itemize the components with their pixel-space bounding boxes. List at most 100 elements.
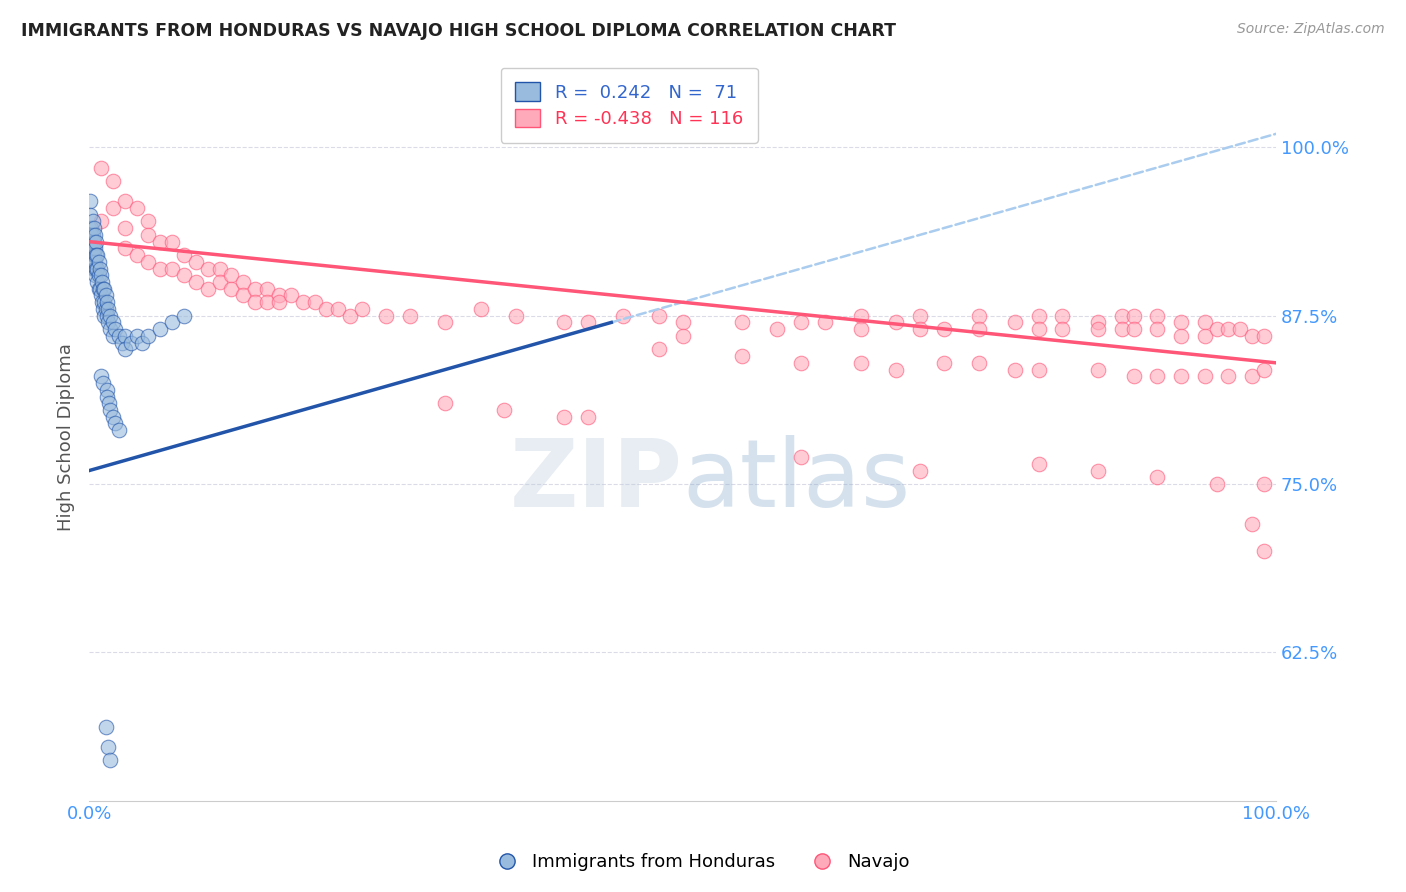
Text: Source: ZipAtlas.com: Source: ZipAtlas.com [1237, 22, 1385, 37]
Point [90, 161, 112, 175]
Text: IMMIGRANTS FROM HONDURAS VS NAVAJO HIGH SCHOOL DIPLOMA CORRELATION CHART: IMMIGRANTS FROM HONDURAS VS NAVAJO HIGH … [21, 22, 896, 40]
Point [967, 356, 990, 370]
Point [648, 309, 671, 323]
Point [1028, 457, 1050, 471]
Point [1028, 322, 1050, 336]
Point [967, 309, 990, 323]
Point [967, 322, 990, 336]
Point [1194, 329, 1216, 343]
Point [553, 315, 575, 329]
Point [1229, 322, 1251, 336]
Point [91, 295, 114, 310]
Point [107, 329, 129, 343]
Legend: R =  0.242   N =  71, R = -0.438   N = 116: R = 0.242 N = 71, R = -0.438 N = 116 [501, 68, 758, 143]
Point [849, 356, 872, 370]
Point [101, 315, 124, 329]
Point [1194, 315, 1216, 329]
Point [197, 282, 219, 296]
Text: atlas: atlas [682, 434, 911, 526]
Point [232, 275, 254, 289]
Point [138, 214, 160, 228]
Point [790, 450, 813, 464]
Point [291, 295, 314, 310]
Point [80, 241, 103, 255]
Point [1028, 362, 1050, 376]
Point [328, 301, 350, 316]
Point [100, 322, 122, 336]
Point [884, 362, 907, 376]
Point [1122, 309, 1144, 323]
Point [84, 227, 107, 242]
Point [82, 214, 104, 228]
Point [84, 235, 107, 249]
Point [84, 261, 107, 276]
Point [97, 739, 120, 754]
Point [1122, 369, 1144, 384]
Point [1170, 315, 1192, 329]
Point [1205, 322, 1227, 336]
Point [932, 322, 955, 336]
Point [184, 255, 207, 269]
Point [221, 282, 243, 296]
Point [671, 315, 693, 329]
Point [89, 282, 111, 296]
Point [849, 322, 872, 336]
Point [208, 275, 231, 289]
Point [138, 227, 160, 242]
Point [352, 301, 374, 316]
Point [96, 390, 118, 404]
Point [434, 396, 457, 410]
Point [79, 208, 101, 222]
Point [315, 301, 337, 316]
Point [576, 315, 599, 329]
Point [101, 174, 124, 188]
Point [86, 248, 108, 262]
Point [648, 343, 671, 357]
Point [884, 315, 907, 329]
Legend: Immigrants from Honduras, Navajo: Immigrants from Honduras, Navajo [489, 847, 917, 879]
Point [790, 356, 813, 370]
Point [80, 227, 103, 242]
Point [932, 356, 955, 370]
Point [93, 295, 115, 310]
Point [82, 241, 104, 255]
Point [576, 409, 599, 424]
Point [731, 349, 754, 363]
Point [149, 322, 172, 336]
Point [1146, 322, 1168, 336]
Point [1146, 369, 1168, 384]
Point [84, 248, 107, 262]
Point [173, 248, 195, 262]
Point [374, 309, 396, 323]
Point [1170, 329, 1192, 343]
Point [83, 261, 105, 276]
Point [86, 261, 108, 276]
Point [87, 268, 110, 283]
Point [96, 309, 118, 323]
Point [104, 417, 127, 431]
Point [1218, 369, 1240, 384]
Point [131, 335, 153, 350]
Point [114, 221, 136, 235]
Point [1087, 362, 1109, 376]
Point [114, 194, 136, 209]
Point [1087, 322, 1109, 336]
Point [87, 282, 110, 296]
Point [1205, 477, 1227, 491]
Point [138, 255, 160, 269]
Point [221, 268, 243, 283]
Point [96, 295, 118, 310]
Point [100, 309, 122, 323]
Point [84, 268, 107, 283]
Point [114, 329, 136, 343]
Point [89, 261, 111, 276]
Point [184, 275, 207, 289]
Point [1004, 315, 1026, 329]
Point [107, 423, 129, 437]
Point [304, 295, 326, 310]
Point [101, 409, 124, 424]
Point [86, 275, 108, 289]
Point [94, 301, 117, 316]
Point [814, 315, 837, 329]
Point [434, 315, 457, 329]
